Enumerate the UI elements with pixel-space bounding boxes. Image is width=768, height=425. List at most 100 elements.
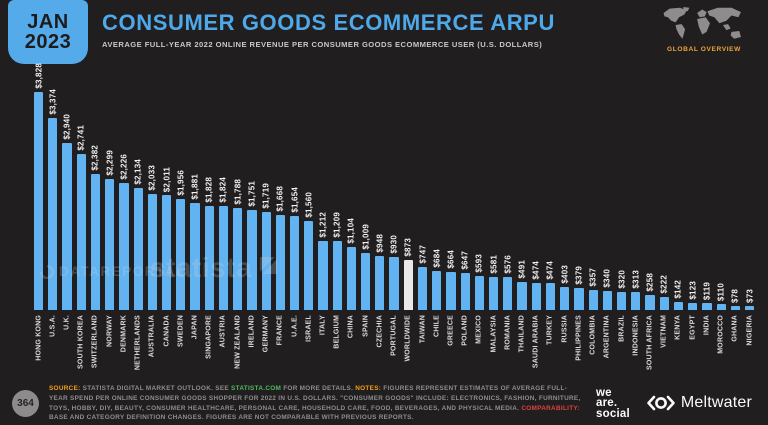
bar-value-japan: $1,881 bbox=[190, 174, 200, 200]
bar-category-label-denmark: DENMARK bbox=[119, 312, 128, 382]
bar-south-africa: $258 bbox=[645, 92, 655, 310]
bar-vietnam: $222 bbox=[659, 92, 669, 310]
bar-u-k: $2,940 bbox=[62, 92, 72, 310]
category-label-text: BRAZIL bbox=[618, 315, 626, 342]
category-label-text: MEXICO bbox=[475, 315, 483, 344]
date-badge: JAN 2023 bbox=[8, 0, 88, 64]
bar-value-ireland: $1,751 bbox=[247, 181, 257, 207]
titles: CONSUMER GOODS ECOMMERCE ARPU AVERAGE FU… bbox=[102, 10, 638, 49]
bar-rect-spain bbox=[361, 253, 371, 310]
category-label-text: AUSTRIA bbox=[219, 315, 227, 348]
bar-value-colombia: $357 bbox=[588, 268, 598, 287]
comparability-text: BASE AND CATEGORY DEFINITION CHANGES. FI… bbox=[49, 414, 414, 422]
bar-value-u-s-a: $3,374 bbox=[48, 89, 58, 115]
bar-value-china: $1,104 bbox=[346, 218, 356, 244]
bar-category-label-portugal: PORTUGAL bbox=[389, 312, 398, 382]
bar-category-label-chile: CHILE bbox=[432, 312, 441, 382]
bar-sweden: $1,956 bbox=[176, 92, 186, 310]
bar-rect-greece bbox=[446, 272, 456, 310]
bar-rect-nigeria bbox=[744, 306, 755, 310]
notes-label: NOTES: bbox=[355, 384, 382, 392]
statista-link: STATISTA.COM bbox=[231, 384, 282, 392]
category-labels-row: HONG KONG U.S.A. U.K. SOUTH KOREA SWITZERLAN… bbox=[34, 312, 754, 382]
bar-value-singapore: $1,828 bbox=[204, 177, 214, 203]
bar-china: $1,104 bbox=[346, 92, 357, 310]
bar-value-portugal: $930 bbox=[389, 235, 399, 254]
category-label-text: ITALY bbox=[319, 315, 327, 336]
category-label-text: MALAYSIA bbox=[490, 315, 498, 353]
bar-indonesia: $313 bbox=[631, 92, 641, 310]
bar-value-germany: $1,719 bbox=[261, 183, 271, 209]
bar-value-canada: $2,011 bbox=[162, 166, 172, 192]
bar-category-label-israel: ISRAEL bbox=[304, 312, 313, 382]
bar-value-sweden: $1,956 bbox=[176, 170, 186, 196]
date-year: 2023 bbox=[24, 31, 72, 53]
bar-rect-japan bbox=[190, 203, 200, 310]
bar-value-philippines: $379 bbox=[574, 266, 584, 285]
bar-category-label-romania: ROMANIA bbox=[503, 312, 512, 382]
category-label-text: NEW ZEALAND bbox=[234, 315, 242, 369]
category-label-text: SINGAPORE bbox=[205, 315, 213, 359]
was-logo-line-2: are. bbox=[596, 397, 618, 410]
bar-singapore: $1,828 bbox=[204, 92, 214, 310]
bar-category-label-new-zealand: NEW ZEALAND bbox=[233, 312, 242, 382]
bar-rect-thailand bbox=[517, 282, 527, 310]
bar-germany: $1,719 bbox=[261, 92, 271, 310]
bar-rect-portugal bbox=[389, 257, 399, 310]
bar-category-label-brazil: BRAZIL bbox=[617, 312, 626, 382]
category-label-text: NETHERLANDS bbox=[134, 315, 142, 371]
bar-category-label-italy: ITALY bbox=[318, 312, 327, 382]
was-logo-line-3: social bbox=[596, 407, 630, 420]
bar-rect-worldwide bbox=[403, 260, 413, 310]
bar-category-label-india: INDIA bbox=[702, 312, 711, 382]
bar-category-label-france: FRANCE bbox=[276, 312, 285, 382]
bar-rect-kenya bbox=[673, 302, 684, 310]
bar-category-label-egypt: EGYPT bbox=[688, 312, 697, 382]
bar-rect-vietnam bbox=[659, 297, 669, 310]
bar-category-label-singapore: SINGAPORE bbox=[205, 312, 214, 382]
bar-switzerland: $2,382 bbox=[90, 92, 101, 310]
bar-category-label-greece: GREECE bbox=[446, 312, 455, 382]
bar-rect-taiwan bbox=[417, 267, 428, 310]
bar-value-new-zealand: $1,788 bbox=[233, 179, 243, 205]
bar-rect-colombia bbox=[588, 290, 598, 310]
bar-rect-indonesia bbox=[631, 292, 641, 310]
bar-value-chile: $684 bbox=[432, 249, 442, 268]
bar-category-label-nigeria: NIGERIA bbox=[745, 312, 754, 382]
bar-category-label-canada: CANADA bbox=[162, 312, 171, 382]
bar-argentina: $340 bbox=[602, 92, 612, 310]
bar-category-label-philippines: PHILIPPINES bbox=[574, 312, 583, 382]
bar-morocco: $110 bbox=[716, 92, 726, 310]
bar-kenya: $142 bbox=[673, 92, 684, 310]
bar-rect-hong-kong bbox=[34, 92, 44, 310]
category-label-text: GREECE bbox=[447, 315, 455, 346]
bar-category-label-vietnam: VIETNAM bbox=[660, 312, 669, 382]
bar-value-morocco: $110 bbox=[716, 282, 726, 301]
bar-category-label-south-africa: SOUTH AFRICA bbox=[645, 312, 654, 382]
bar-australia: $2,033 bbox=[147, 92, 157, 310]
category-label-text: U.A.E. bbox=[291, 315, 299, 337]
bar-worldwide: $873 bbox=[403, 92, 413, 310]
category-label-text: MOROCCO bbox=[717, 315, 725, 354]
bar-colombia: $357 bbox=[588, 92, 598, 310]
source-text-2: FOR MORE DETAILS. bbox=[281, 384, 356, 392]
bar-category-label-indonesia: INDONESIA bbox=[631, 312, 640, 382]
bar-rect-south-africa bbox=[645, 295, 655, 310]
bar-value-south-africa: $258 bbox=[645, 273, 655, 292]
category-label-text: GERMANY bbox=[262, 315, 270, 353]
bar-value-argentina: $340 bbox=[602, 269, 612, 288]
category-label-text: NIGERIA bbox=[746, 315, 754, 346]
bar-rect-argentina bbox=[602, 291, 612, 310]
page-title: CONSUMER GOODS ECOMMERCE ARPU bbox=[102, 10, 555, 35]
bar-value-australia: $2,033 bbox=[147, 165, 157, 191]
bar-taiwan: $747 bbox=[417, 92, 428, 310]
bar-u-a-e: $1,654 bbox=[289, 92, 300, 310]
bar-value-romania: $576 bbox=[503, 255, 513, 274]
category-label-text: AUSTRALIA bbox=[148, 315, 156, 358]
bar-category-label-switzerland: SWITZERLAND bbox=[91, 312, 100, 382]
bar-rect-ghana bbox=[730, 306, 740, 310]
bar-rect-switzerland bbox=[90, 174, 101, 310]
category-label-text: PHILIPPINES bbox=[575, 315, 583, 361]
bar-value-worldwide: $873 bbox=[403, 238, 413, 257]
